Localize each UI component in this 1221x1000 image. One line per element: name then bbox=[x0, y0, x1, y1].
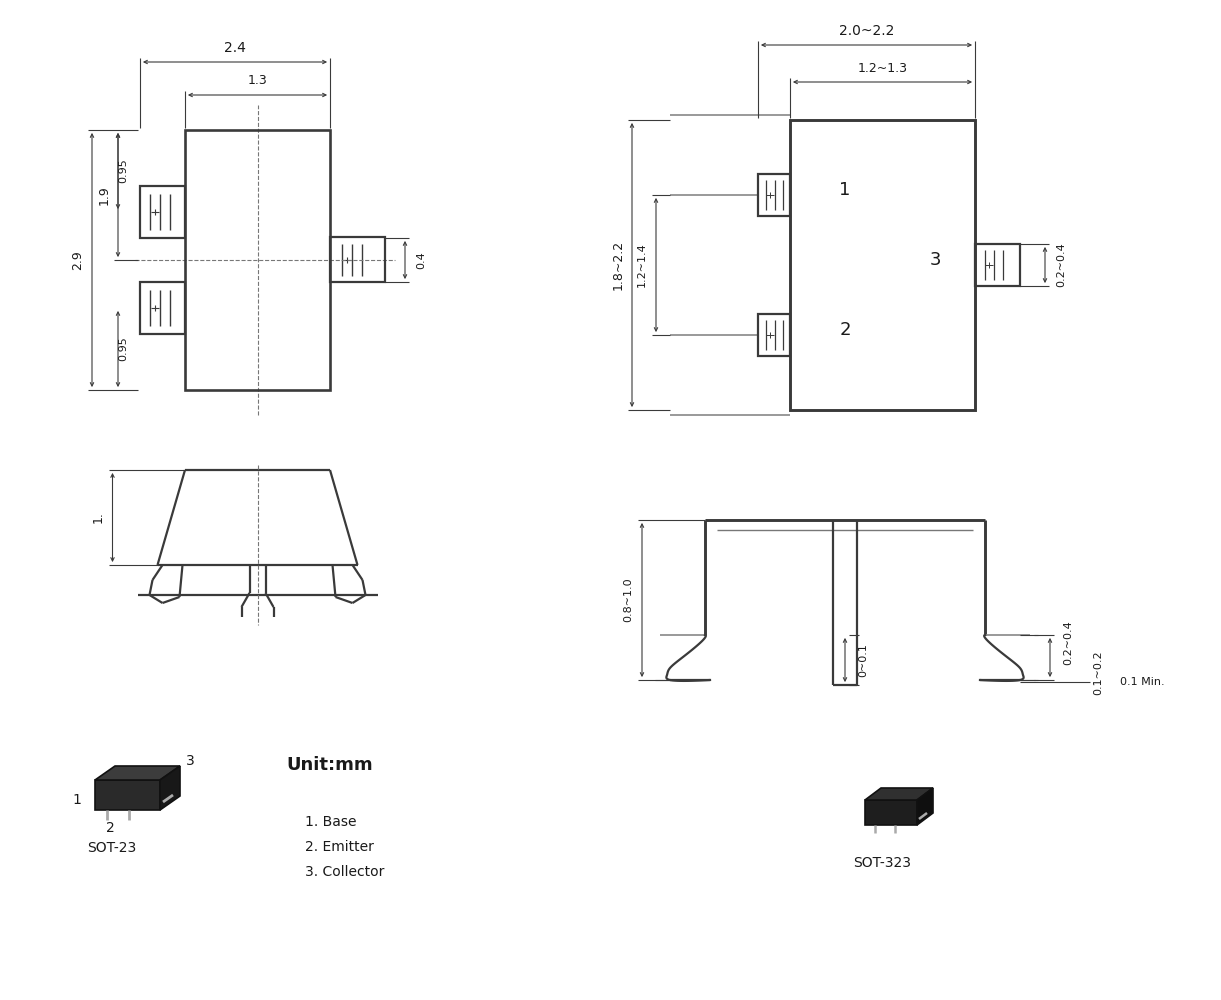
Bar bbox=[330, 237, 385, 282]
Text: 0.95: 0.95 bbox=[118, 337, 128, 361]
Text: 1.8~2.2: 1.8~2.2 bbox=[612, 240, 624, 290]
Bar bbox=[95, 780, 160, 810]
Text: 0.2~0.4: 0.2~0.4 bbox=[1056, 243, 1066, 287]
Text: 1.: 1. bbox=[92, 512, 105, 523]
Bar bbox=[790, 120, 976, 410]
Bar bbox=[140, 186, 186, 238]
Text: 0~0.1: 0~0.1 bbox=[858, 643, 868, 677]
Bar bbox=[864, 800, 917, 825]
Text: 2.4: 2.4 bbox=[225, 41, 245, 55]
Text: 1: 1 bbox=[72, 793, 82, 807]
Text: 1.2~1.3: 1.2~1.3 bbox=[857, 62, 907, 75]
Polygon shape bbox=[864, 788, 933, 800]
Bar bbox=[140, 282, 186, 334]
Bar bbox=[758, 174, 790, 216]
Bar bbox=[758, 314, 790, 356]
Text: 1.2~1.4: 1.2~1.4 bbox=[637, 243, 647, 287]
Text: 1.3: 1.3 bbox=[248, 75, 267, 88]
Text: 0.1~0.2: 0.1~0.2 bbox=[1093, 650, 1103, 695]
Text: Unit:mm: Unit:mm bbox=[287, 756, 374, 774]
Text: 3: 3 bbox=[929, 251, 940, 269]
Text: 1: 1 bbox=[839, 181, 851, 199]
Text: 2.0~2.2: 2.0~2.2 bbox=[839, 24, 894, 38]
Text: 2. Emitter: 2. Emitter bbox=[305, 840, 374, 854]
Text: SOT-323: SOT-323 bbox=[853, 856, 911, 870]
Text: 3. Collector: 3. Collector bbox=[305, 865, 385, 879]
Text: 1. Base: 1. Base bbox=[305, 815, 357, 829]
Polygon shape bbox=[917, 788, 933, 825]
Text: 0.95: 0.95 bbox=[118, 159, 128, 183]
Text: 2: 2 bbox=[106, 821, 115, 835]
Polygon shape bbox=[160, 766, 179, 810]
Text: 1.9: 1.9 bbox=[98, 185, 110, 205]
Text: 0.4: 0.4 bbox=[416, 251, 426, 269]
Bar bbox=[976, 244, 1020, 286]
Bar bbox=[186, 130, 330, 390]
Text: 3: 3 bbox=[186, 754, 194, 768]
Text: 0.1 Min.: 0.1 Min. bbox=[1120, 677, 1165, 687]
Text: SOT-23: SOT-23 bbox=[88, 841, 137, 855]
Text: 2: 2 bbox=[839, 321, 851, 339]
Text: 0.2~0.4: 0.2~0.4 bbox=[1063, 620, 1073, 665]
Polygon shape bbox=[95, 766, 179, 780]
Text: 2.9: 2.9 bbox=[72, 250, 84, 270]
Text: 0.8~1.0: 0.8~1.0 bbox=[623, 578, 632, 622]
